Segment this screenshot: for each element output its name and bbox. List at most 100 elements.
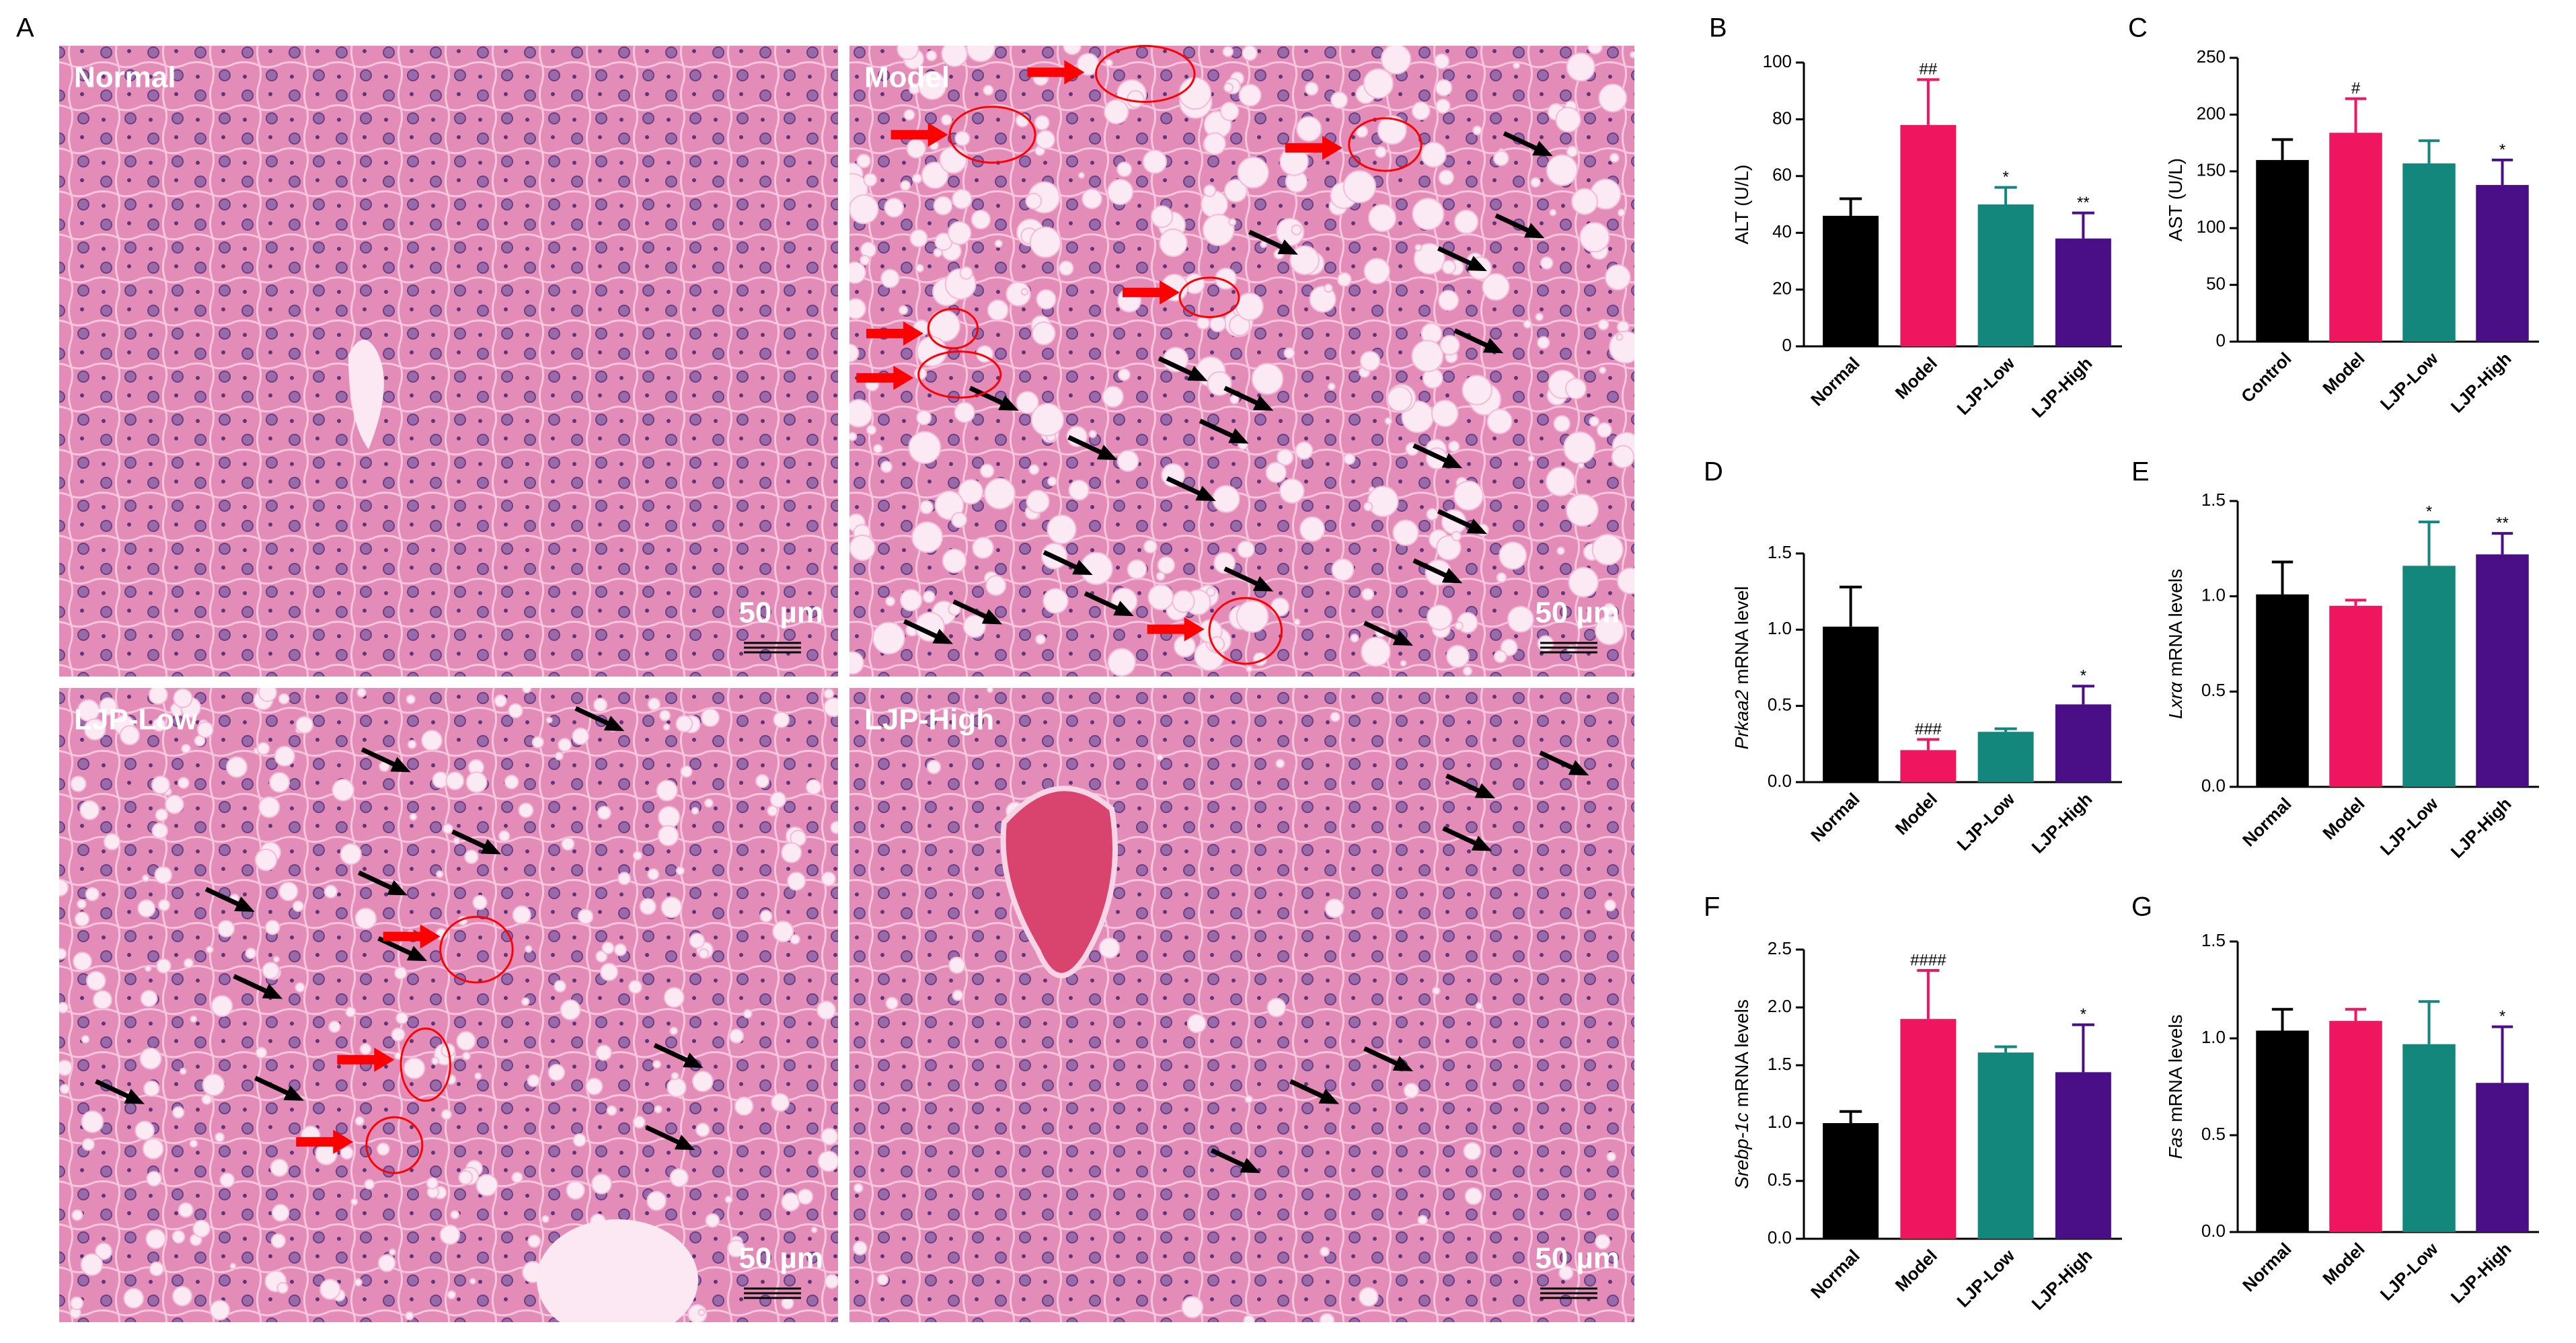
micrograph xyxy=(849,688,1634,1322)
vacuole xyxy=(1598,83,1628,113)
vacuole xyxy=(1609,330,1634,364)
vacuole xyxy=(1116,449,1139,472)
micrograph-content xyxy=(59,688,838,1322)
vacuole xyxy=(1116,161,1133,178)
vacuole xyxy=(1330,712,1340,722)
error-bar xyxy=(1994,1045,2017,1053)
vacuole xyxy=(292,900,304,913)
error-bar xyxy=(2072,1023,2094,1073)
vacuole xyxy=(403,1057,426,1079)
vacuole xyxy=(141,874,150,882)
vacuole xyxy=(140,989,158,1007)
error-bar xyxy=(1917,738,1940,751)
vacuole xyxy=(856,153,872,169)
vacuole xyxy=(1196,315,1211,330)
vacuole xyxy=(81,1110,104,1133)
vacuole xyxy=(821,871,837,887)
vacuole xyxy=(527,1234,541,1248)
vacuole xyxy=(1609,153,1620,163)
vacuole xyxy=(577,909,594,925)
vacuole xyxy=(59,1083,71,1095)
error-bar xyxy=(2491,158,2513,186)
panel-label: Model xyxy=(864,61,950,94)
arrow-head xyxy=(480,839,502,855)
arrow-head xyxy=(1252,395,1274,411)
vacuole xyxy=(1486,408,1513,434)
vacuole xyxy=(391,1027,406,1042)
vacuole xyxy=(906,139,926,159)
x-tick-label: LJP-Low xyxy=(1953,788,2018,854)
vacuole xyxy=(1203,184,1217,198)
y-tick-label: 0.0 xyxy=(2201,775,2226,796)
vacuole xyxy=(447,1290,457,1300)
arrow-head xyxy=(1184,617,1205,642)
y-tick-label: 100 xyxy=(2197,217,2226,237)
vacuole xyxy=(917,71,947,100)
vacuole xyxy=(919,500,934,514)
vacuole xyxy=(971,209,991,230)
vacuole xyxy=(656,779,678,802)
y-axis-label: Fas mRNA levels xyxy=(2165,1015,2186,1159)
vacuole xyxy=(295,982,305,993)
vacuole xyxy=(872,621,905,655)
micrograph-content xyxy=(849,46,1634,677)
vacuole xyxy=(173,688,193,708)
vacuole xyxy=(211,995,233,1018)
vacuole xyxy=(1032,321,1056,346)
x-tick-label: LJP-Low xyxy=(2376,1238,2442,1304)
vacuole xyxy=(880,268,900,289)
error-bar xyxy=(2072,685,2094,705)
vacuole xyxy=(962,614,987,638)
y-axis-label-text: mRNA levels xyxy=(1731,999,1752,1107)
vacuole xyxy=(726,1239,746,1258)
vacuole xyxy=(1107,648,1137,677)
vacuole xyxy=(959,266,973,280)
x-tick-label: LJP-Low xyxy=(1953,1245,2018,1311)
y-tick-label: 0.0 xyxy=(2201,1221,2226,1241)
vacuole xyxy=(983,84,994,96)
significance: * xyxy=(2080,667,2086,685)
vacuole xyxy=(705,1213,720,1228)
y-tick-label: 1.0 xyxy=(2201,585,2226,605)
vacuole xyxy=(436,870,444,878)
vacuole xyxy=(1437,289,1460,311)
vacuole xyxy=(511,1172,523,1184)
vacuole xyxy=(1361,636,1392,667)
panel-label: LJP-High xyxy=(864,703,994,736)
vacuole xyxy=(849,432,858,442)
y-tick-label: 0.5 xyxy=(1768,1169,1792,1190)
vacuole xyxy=(951,512,968,529)
vacuole xyxy=(545,716,553,724)
vacuole xyxy=(1035,634,1047,645)
arrow-head xyxy=(683,1052,704,1068)
vacuole xyxy=(1202,213,1235,246)
vacuole xyxy=(1530,177,1541,188)
vacuole xyxy=(1331,558,1355,582)
vacuole xyxy=(639,898,656,915)
vacuole xyxy=(143,1080,160,1098)
vacuole xyxy=(849,261,866,284)
vacuole xyxy=(769,791,787,808)
highlight xyxy=(1208,597,1283,665)
vacuole xyxy=(1616,333,1624,341)
vacuole xyxy=(876,1273,889,1286)
bar xyxy=(2256,594,2309,787)
vacuole xyxy=(389,1248,396,1256)
vacuole xyxy=(1243,1314,1255,1322)
vacuole xyxy=(781,1296,794,1310)
vacuole xyxy=(566,1180,585,1200)
bar xyxy=(2055,1072,2111,1239)
vacuole xyxy=(1342,169,1377,204)
vacuole xyxy=(675,715,693,733)
vacuole xyxy=(986,688,994,693)
vacuole xyxy=(849,194,879,225)
vacuole xyxy=(1546,154,1579,186)
panel-label: LJP-Low xyxy=(74,703,198,736)
vacuole xyxy=(1275,759,1285,769)
vacuole xyxy=(59,948,67,960)
y-axis-label: ALT (U/L) xyxy=(1731,165,1752,245)
vacuole xyxy=(585,1077,603,1096)
vacuole xyxy=(1283,347,1295,359)
vacuole xyxy=(952,188,973,210)
